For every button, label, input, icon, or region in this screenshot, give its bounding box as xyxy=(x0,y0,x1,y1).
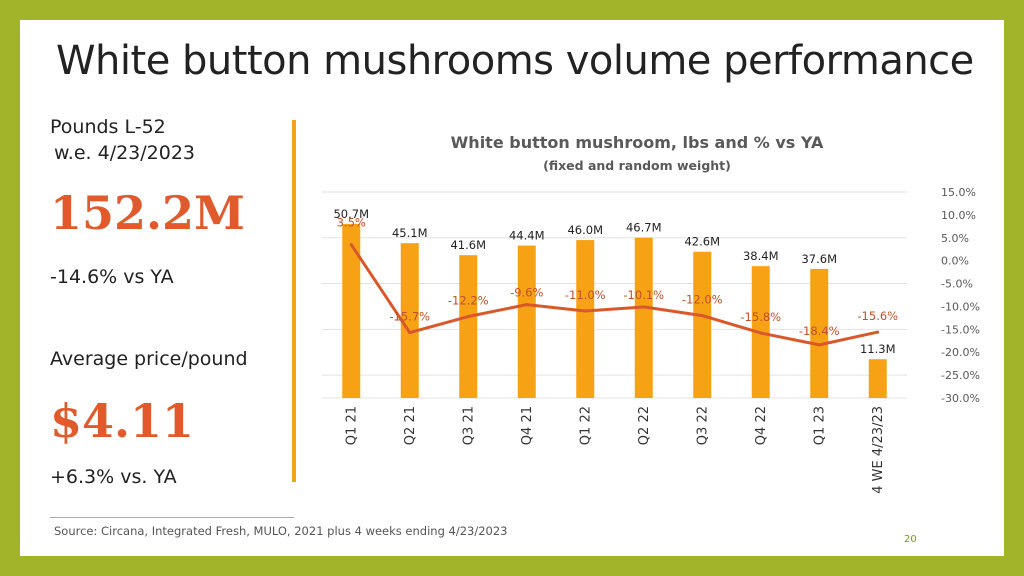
line-data-label: -10.1% xyxy=(623,288,664,302)
bar xyxy=(634,237,653,398)
bar xyxy=(810,268,829,398)
y2-tick-label: -5.0% xyxy=(941,278,973,291)
y2-tick-label: 5.0% xyxy=(941,232,969,245)
x-tick-label: Q1 22 xyxy=(578,406,593,445)
bar-data-label: 41.6M xyxy=(450,238,486,252)
chart-subtitle: (fixed and random weight) xyxy=(543,158,731,173)
bar-data-label: 38.4M xyxy=(743,249,779,263)
bar-data-label: 45.1M xyxy=(392,226,428,240)
bar-data-label: 37.6M xyxy=(801,252,837,266)
x-tick-label: Q1 23 xyxy=(812,406,827,445)
line-point xyxy=(525,303,529,307)
y2-tick-label: 10.0% xyxy=(941,209,976,222)
y2-tick-label: -30.0% xyxy=(941,392,980,405)
volume-value: 152.2M xyxy=(50,186,245,240)
line-point xyxy=(700,314,704,318)
line-point xyxy=(466,315,470,319)
price-value: $4.11 xyxy=(50,394,195,448)
x-tick-label: 4 WE 4/23/23 xyxy=(871,406,886,494)
y2-tick-label: -20.0% xyxy=(941,346,980,359)
bar xyxy=(576,240,595,398)
line-point xyxy=(759,331,763,335)
metric-label-pounds: Pounds L-52 xyxy=(50,116,166,138)
bar xyxy=(693,251,712,398)
volume-change: -14.6% vs YA xyxy=(50,266,174,288)
bar xyxy=(400,243,419,398)
x-tick-label: Q3 21 xyxy=(461,406,476,445)
page-title: White button mushrooms volume performanc… xyxy=(56,38,974,84)
x-tick-label: Q1 21 xyxy=(344,406,359,445)
line-point xyxy=(583,309,587,313)
bar-data-label: 11.3M xyxy=(860,342,896,356)
bar xyxy=(459,255,478,398)
bar-data-label: 44.4M xyxy=(509,229,545,243)
x-tick-label: Q3 22 xyxy=(695,406,710,445)
x-tick-label: Q2 21 xyxy=(403,406,418,445)
line-data-label: -18.4% xyxy=(799,324,840,338)
line-data-label: -12.2% xyxy=(448,294,489,308)
line-point xyxy=(876,330,880,334)
bar xyxy=(868,359,887,398)
bar-data-label: 46.0M xyxy=(567,223,603,237)
line-point xyxy=(408,331,412,335)
line-point xyxy=(642,305,646,309)
x-tick-label: Q4 22 xyxy=(754,406,769,445)
y2-tick-label: 0.0% xyxy=(941,255,969,268)
line-data-label: -15.6% xyxy=(857,309,898,323)
line-data-label: -9.6% xyxy=(510,286,543,300)
divider-accent xyxy=(292,120,296,482)
line-point xyxy=(817,343,821,347)
x-tick-label: Q4 21 xyxy=(520,406,535,445)
slide: White button mushrooms volume performanc… xyxy=(20,20,1004,556)
price-label: Average price/pound xyxy=(50,348,248,370)
line-point xyxy=(349,243,353,247)
page-number: 20 xyxy=(904,534,917,545)
series-line xyxy=(350,243,879,347)
line-data-label: -11.0% xyxy=(565,288,606,302)
y2-tick-label: -15.0% xyxy=(941,323,980,336)
bar-data-label: 42.6M xyxy=(684,235,720,249)
line-data-label: -12.0% xyxy=(682,293,723,307)
bar xyxy=(342,223,361,398)
bar-data-label: 50.7M xyxy=(333,207,369,221)
bar-data-label: 46.7M xyxy=(626,221,662,235)
source-note: Source: Circana, Integrated Fresh, MULO,… xyxy=(54,524,508,538)
line-data-label: 3.5% xyxy=(337,216,366,230)
y2-tick-label: 15.0% xyxy=(941,186,976,199)
metric-label-week: w.e. 4/23/2023 xyxy=(54,142,196,164)
chart-title: White button mushroom, lbs and % vs YA xyxy=(451,133,824,152)
line-data-label: -15.7% xyxy=(389,310,430,324)
footer-rule xyxy=(50,517,294,518)
y2-tick-label: -10.0% xyxy=(941,300,980,313)
y2-tick-label: -25.0% xyxy=(941,369,980,382)
bar xyxy=(517,245,536,398)
price-change: +6.3% vs. YA xyxy=(50,466,177,488)
line-data-label: -15.8% xyxy=(740,310,781,324)
x-tick-label: Q2 22 xyxy=(637,406,652,445)
